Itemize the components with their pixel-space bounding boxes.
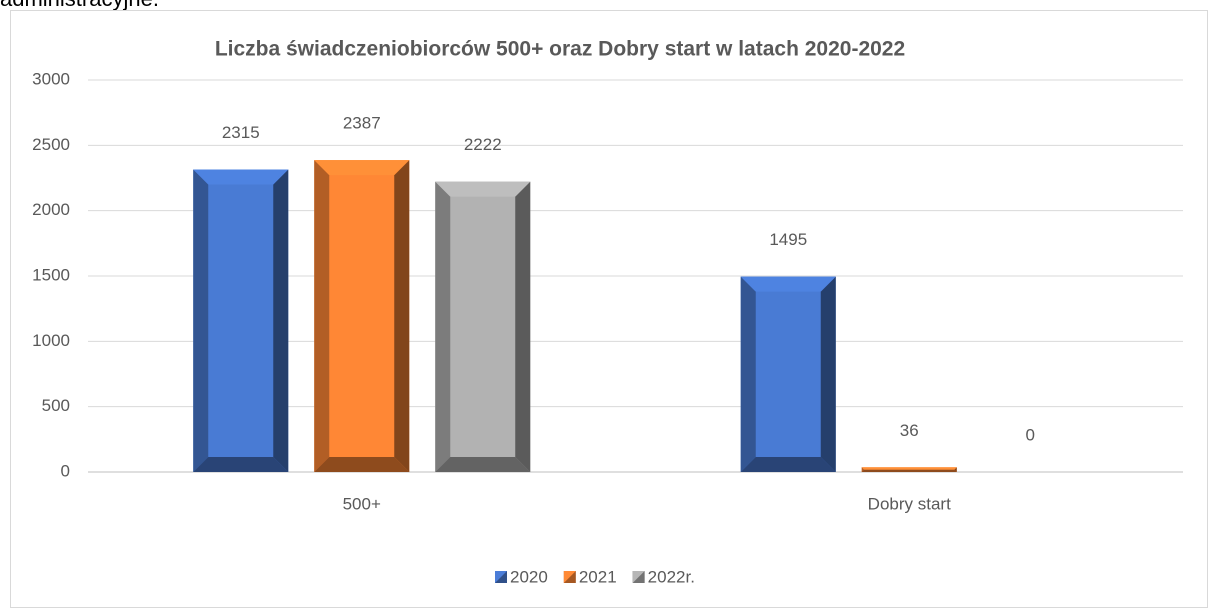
bar-bevel [820, 276, 836, 472]
legend-swatch-highlight [563, 571, 576, 583]
y-tick-label: 2500 [32, 135, 70, 154]
bar-bevel [435, 181, 451, 472]
legend-swatch-highlight [632, 571, 645, 583]
bar-bevel [193, 457, 289, 472]
bar-bevel [314, 160, 330, 472]
bar-bevel [273, 169, 289, 473]
bar [314, 160, 410, 472]
bar-bevel [861, 467, 865, 472]
bar-bevel [861, 469, 957, 472]
y-tick-label: 0 [61, 461, 70, 480]
bar-bevel [740, 457, 836, 472]
bar-bevel [314, 160, 410, 176]
value-label: 0 [1026, 425, 1035, 444]
bar-bevel [314, 457, 410, 472]
value-label: 1495 [769, 230, 807, 249]
y-tick-label: 1500 [32, 265, 70, 284]
document-text: administracyjne. [0, 0, 159, 12]
x-tick-label: 500+ [343, 494, 381, 513]
legend-label: 2022r. [648, 567, 695, 586]
y-tick-label: 1000 [32, 331, 70, 350]
bar-bevel [193, 169, 209, 473]
value-label: 2387 [343, 114, 381, 133]
bar-bevel [740, 276, 756, 472]
y-tick-label: 3000 [32, 69, 70, 88]
bar [740, 276, 836, 472]
legend-swatch-highlight [495, 571, 507, 583]
chart-title: Liczba świadczeniobiorców 500+ oraz Dobr… [215, 38, 905, 61]
legend-label: 2020 [510, 567, 548, 586]
bar-bevel [394, 160, 410, 472]
bar-bevel [954, 467, 957, 472]
legend-label: 2021 [579, 567, 617, 586]
bar-bevel [435, 181, 531, 197]
bar-bevel [740, 276, 836, 292]
value-label: 2315 [222, 123, 260, 142]
bar-bevel [193, 169, 289, 185]
bar [435, 181, 531, 472]
y-tick-label: 2000 [32, 200, 70, 219]
x-tick-label: Dobry start [868, 494, 951, 513]
y-tick-label: 500 [42, 396, 70, 415]
value-label: 36 [900, 421, 919, 440]
bar-bevel [435, 457, 531, 472]
value-label: 2222 [464, 135, 502, 154]
chart-border [10, 10, 1208, 608]
bar [193, 169, 289, 473]
bar-bevel [861, 467, 957, 470]
bar-bevel [515, 181, 531, 472]
